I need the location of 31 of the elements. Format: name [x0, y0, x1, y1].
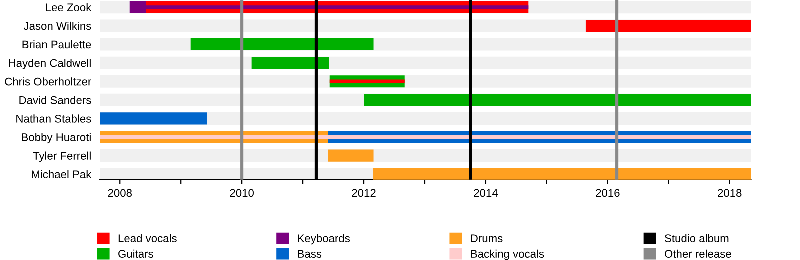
y-tick-label: David Sanders [20, 96, 92, 104]
legend-label: Backing vocals [471, 250, 544, 260]
bar [328, 150, 374, 162]
bar [100, 112, 208, 125]
legend-label: Drums [471, 234, 503, 242]
bar [330, 80, 405, 84]
bar [100, 135, 752, 140]
y-tick-label: Jason Wilkins [24, 22, 92, 30]
legend-label: Keyboards [298, 234, 350, 245]
y-tick-label: Nathan Stables [16, 114, 92, 123]
y-tick-label: Hayden Caldwell [9, 59, 91, 70]
y-tick-label: Brian Paulette [22, 40, 92, 49]
y-tick-label: Michael Pak [32, 170, 92, 178]
y-tick-label: Chris Oberholtzer [5, 78, 92, 86]
x-tick-label: 2010 [230, 189, 254, 198]
x-tick-label: 2008 [108, 189, 132, 198]
y-tick-label: Tyler Ferrell [33, 152, 91, 162]
legend-label: Bass [298, 250, 322, 258]
bar [586, 20, 752, 32]
x-tick-label: 2014 [474, 189, 498, 198]
x-tick-label: 2018 [718, 189, 742, 198]
bar [190, 38, 374, 51]
bar [252, 57, 330, 70]
legend-label: Other release [665, 250, 732, 258]
y-tick-label: Bobby Huaroti [22, 133, 91, 144]
legend-label: Studio album [665, 234, 729, 242]
x-tick-label: 2016 [596, 189, 620, 198]
legend-label: Lead vocals [118, 234, 177, 242]
x-tick-label: 2012 [352, 189, 376, 198]
y-tick-label: Lee Zook [46, 3, 92, 12]
legend-label: Guitars [118, 250, 154, 258]
